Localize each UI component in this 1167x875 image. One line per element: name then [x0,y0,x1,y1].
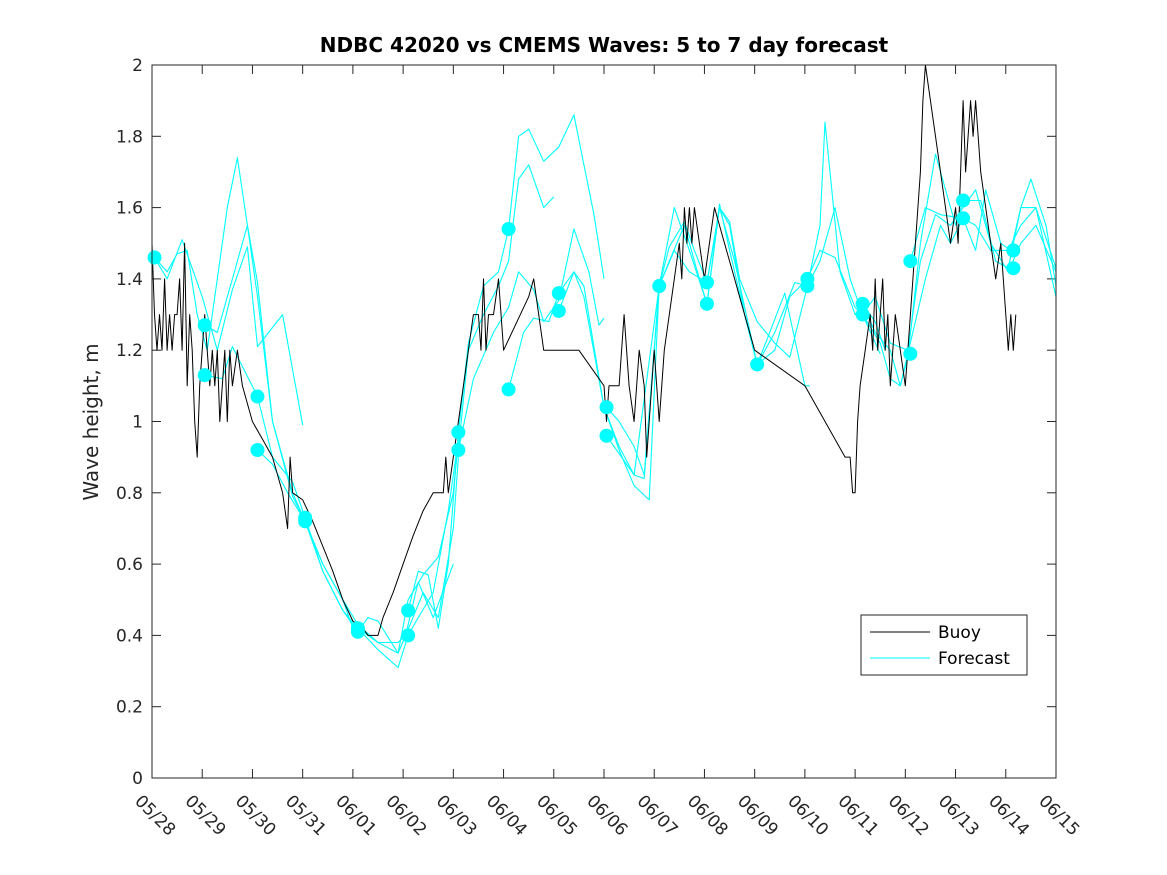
forecast-marker [855,296,870,311]
forecast-marker [956,211,971,226]
y-tick-label: 0.2 [116,698,143,718]
forecast-marker [750,357,765,372]
forecast-line [407,114,605,629]
forecast-line [457,164,555,451]
y-tick-label: 2 [132,56,143,76]
buoy-line [151,64,1017,636]
forecast-marker [197,368,212,383]
forecast-marker [350,624,365,639]
forecast-marker [599,400,614,415]
forecast-marker [501,382,516,397]
x-tick-label: 06/06 [582,791,631,840]
x-tick-label: 06/11 [834,791,883,840]
forecast-markers [147,193,1021,643]
x-tick-label: 06/03 [432,791,481,840]
forecast-marker [903,254,918,269]
y-axis-label: Wave height, m [79,343,103,500]
x-tick-label: 05/29 [181,791,230,840]
forecast-marker [699,275,714,290]
forecast-marker [551,286,566,301]
x-tick-label: 05/28 [130,791,179,840]
plot-frame [151,64,1057,779]
y-tick-label: 1.4 [116,270,143,290]
x-tick-label: 05/31 [281,791,330,840]
x-tick-label: 05/30 [231,791,280,840]
y-tick-label: 0 [132,769,143,789]
x-tick-label: 06/15 [1034,791,1083,840]
forecast-marker [197,318,212,333]
legend-buoy-label: Buoy [938,623,981,643]
y-tick-label: 0.6 [116,555,143,575]
legend-box [860,614,1028,676]
legend: Buoy Forecast [860,614,1028,676]
x-tick-label: 06/05 [532,791,581,840]
forecast-line [909,189,1057,269]
forecast-line [457,228,605,451]
buoy-series [151,64,1017,636]
forecast-marker [1006,261,1021,276]
forecast-marker [250,389,265,404]
forecast-marker [1006,243,1021,258]
forecast-marker [551,303,566,318]
forecast-marker [298,514,313,529]
y-tick-label: 1 [132,413,143,433]
forecast-marker [451,425,466,440]
x-tick-label: 06/09 [733,791,782,840]
x-tick-label: 06/13 [934,791,983,840]
forecast-marker [147,250,162,265]
x-tick-label: 06/10 [783,791,832,840]
y-tick-label: 1.6 [116,199,143,219]
x-tick-label: 06/14 [984,791,1033,840]
chart-title: NDBC 42020 vs CMEMS Waves: 5 to 7 day fo… [320,33,889,57]
forecast-marker [501,221,516,236]
x-tick-label: 06/08 [683,791,732,840]
forecast-marker [451,443,466,458]
x-tick-label: 06/02 [382,791,431,840]
legend-forecast-label: Forecast [938,649,1010,669]
x-tick-label: 06/12 [884,791,933,840]
x-tick-label: 06/04 [482,791,531,840]
y-tick-label: 1.8 [116,127,143,147]
forecast-marker [855,307,870,322]
forecast-marker [401,603,416,618]
forecast-marker [250,443,265,458]
y-tick-label: 1.2 [116,341,143,361]
forecast-marker [903,346,918,361]
y-tick-label: 0.8 [116,484,143,504]
x-tick-label: 06/01 [331,791,380,840]
forecast-marker [956,193,971,208]
x-tick-label: 06/07 [633,791,682,840]
y-tick-label: 0.4 [116,626,143,646]
forecast-line [204,346,454,654]
forecast-marker [800,279,815,294]
forecast-marker [652,279,667,294]
forecast-marker [599,428,614,443]
forecast-marker [401,628,416,643]
forecast-marker [699,296,714,311]
